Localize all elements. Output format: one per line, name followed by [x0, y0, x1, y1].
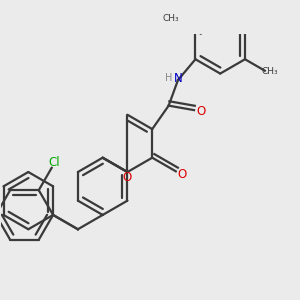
Text: O: O	[196, 105, 205, 118]
Text: O: O	[123, 171, 132, 184]
Text: CH₃: CH₃	[261, 67, 278, 76]
Text: N: N	[174, 73, 182, 85]
Text: CH₃: CH₃	[163, 14, 179, 22]
Text: Cl: Cl	[48, 156, 60, 170]
Text: H: H	[166, 73, 173, 83]
Text: O: O	[177, 168, 186, 181]
